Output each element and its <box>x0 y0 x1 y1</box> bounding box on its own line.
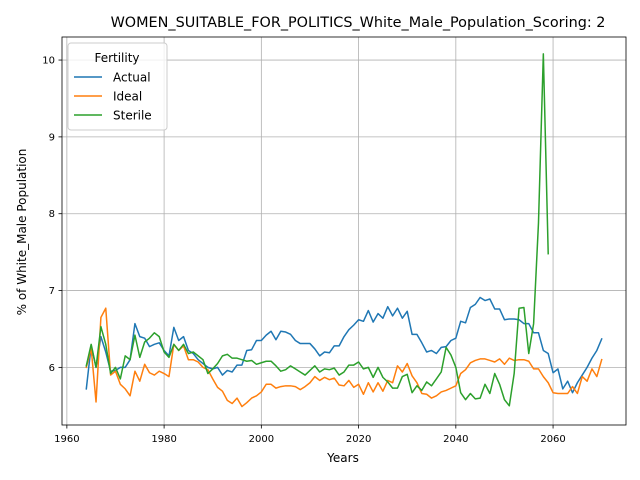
x-axis-label: Years <box>326 451 359 465</box>
y-tick-label: 6 <box>49 363 55 374</box>
x-tick-label: 1960 <box>54 434 79 445</box>
x-tick-label: 2040 <box>443 434 468 445</box>
legend-label-sterile: Sterile <box>113 109 152 123</box>
series-layer <box>85 53 603 408</box>
series-line-actual <box>85 296 603 394</box>
x-tick-label: 2020 <box>346 434 371 445</box>
series-line-sterile <box>85 53 549 407</box>
y-tick-label: 7 <box>49 286 55 297</box>
y-axis-label: % of White_Male Population <box>15 149 29 316</box>
chart-title: WOMEN_SUITABLE_FOR_POLITICS_White_Male_P… <box>111 15 606 31</box>
x-tick-label: 2060 <box>540 434 565 445</box>
grid <box>62 37 626 425</box>
y-tick-label: 8 <box>49 209 55 220</box>
legend: Fertility Actual Ideal Sterile <box>67 42 168 131</box>
legend-box <box>67 42 168 131</box>
x-tick-label: 1980 <box>151 434 176 445</box>
legend-title: Fertility <box>94 51 139 65</box>
legend-entries: Actual Ideal Sterile <box>74 71 152 123</box>
legend-label-ideal: Ideal <box>113 90 142 104</box>
axes: 1960 1980 2000 2020 2040 2060 6 7 8 9 10 <box>42 56 566 445</box>
legend-label-actual: Actual <box>113 71 151 85</box>
y-tick-label: 10 <box>42 56 55 67</box>
plot-frame <box>61 36 627 426</box>
y-tick-label: 9 <box>49 132 55 143</box>
x-tick-label: 2000 <box>249 434 274 445</box>
